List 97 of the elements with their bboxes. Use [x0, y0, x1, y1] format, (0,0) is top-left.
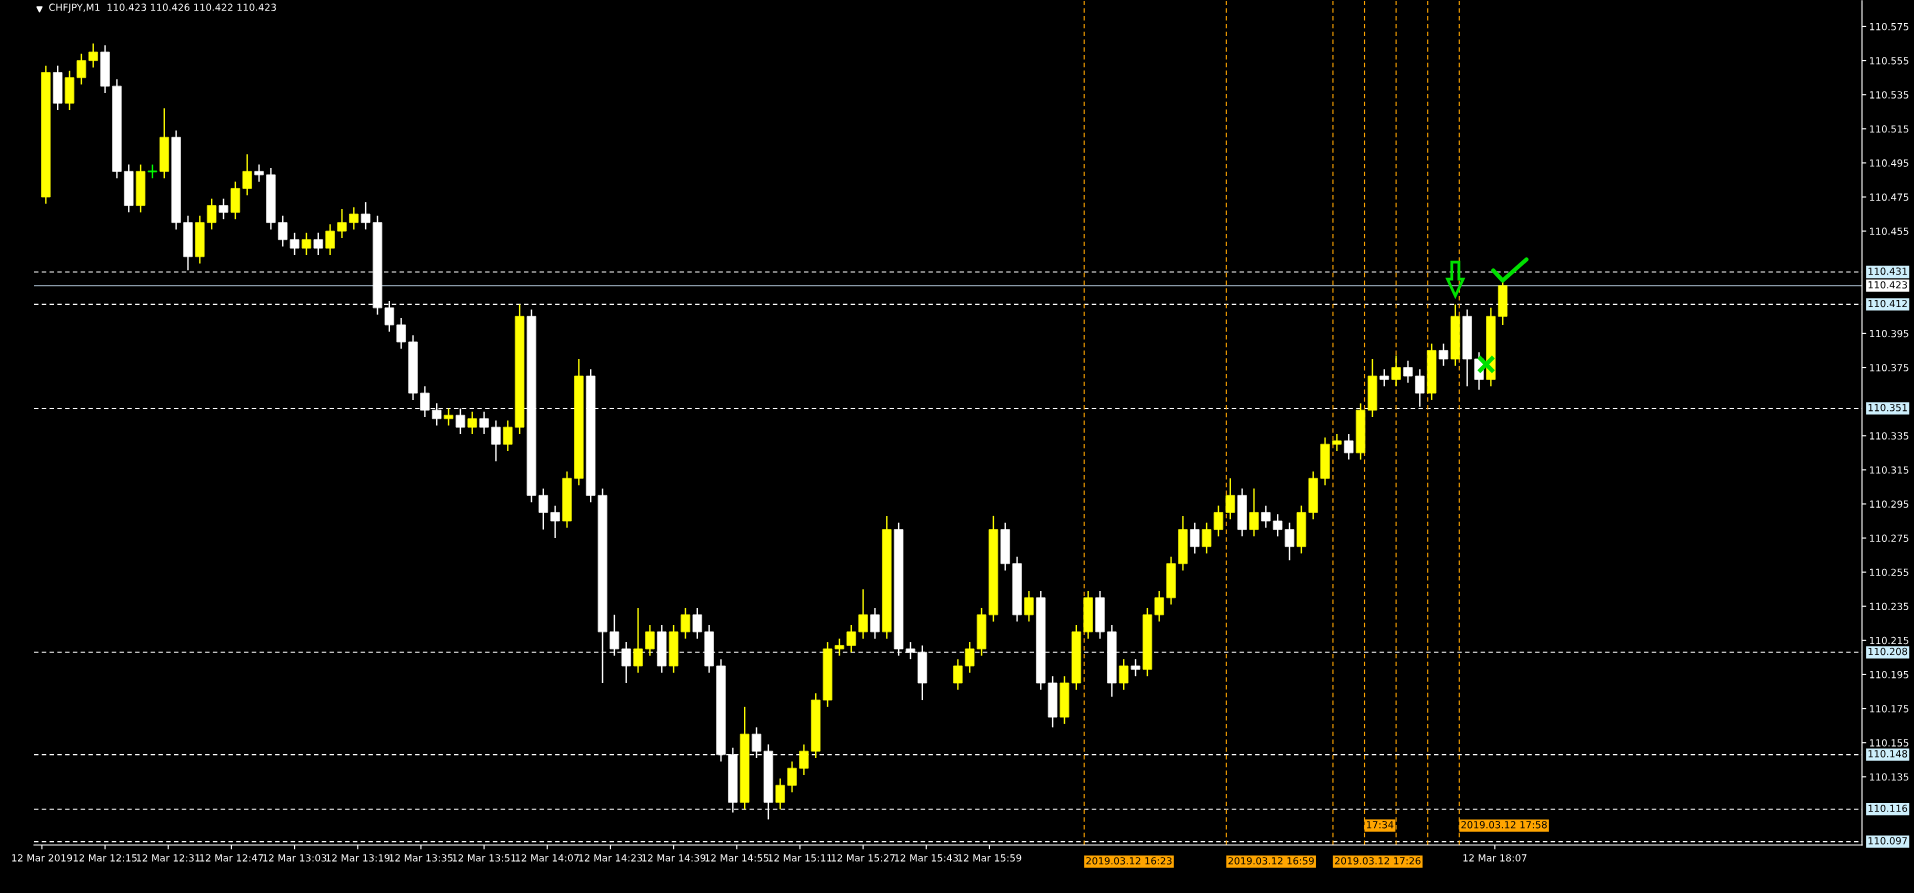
- candlestick: [230, 180, 241, 220]
- candlestick: [858, 588, 868, 640]
- candlestick: [633, 607, 643, 674]
- candlestick: [349, 206, 359, 231]
- candlestick: [846, 624, 856, 653]
- ref-line-label: 110.431: [1868, 267, 1907, 275]
- ref-line-label: 2019.03.12 16:59: [1228, 857, 1314, 865]
- chart-title: CHFJPY,M1 110.423 110.426 110.422 110.423: [49, 3, 276, 13]
- candlestick: [313, 232, 323, 256]
- candlestick: [1272, 513, 1283, 538]
- candlestick: [206, 198, 217, 231]
- y-tick-label: 110.335: [1870, 432, 1909, 440]
- ref-line-label: 2019.03.12 17:26: [1335, 857, 1421, 865]
- y-tick-label: 110.455: [1870, 227, 1909, 235]
- y-tick-label: 110.135: [1870, 773, 1909, 781]
- candlestick: [550, 504, 560, 539]
- candlestick: [1332, 433, 1342, 452]
- candlestick: [503, 419, 513, 452]
- x-tick-label: 12 Mar 14:07: [515, 854, 579, 862]
- candlestick: [301, 232, 312, 256]
- x-tick-label: 12 Mar 2019: [12, 854, 73, 862]
- x-tick-label: 12 Mar 12:15: [73, 854, 137, 862]
- x-tick-label: 12 Mar 13:03: [263, 854, 327, 862]
- candlestick: [396, 317, 406, 350]
- y-tick-label: 110.315: [1870, 466, 1909, 474]
- candlestick: [1225, 477, 1235, 520]
- candlestick: [218, 198, 229, 220]
- x-tick-label: 12 Mar 15:59: [958, 854, 1022, 862]
- candlestick: [1024, 590, 1034, 623]
- ref-line-label: 110.208: [1868, 647, 1908, 656]
- candlestick: [787, 760, 797, 793]
- y-tick-label: 110.215: [1870, 636, 1909, 645]
- ref-line-label: 110.423: [1868, 281, 1907, 289]
- y-tick-label: 110.275: [1870, 534, 1909, 542]
- ref-line-label: 110.351: [1868, 403, 1907, 412]
- candlestick: [1249, 487, 1259, 538]
- candlestick: [799, 743, 809, 776]
- ref-line-label: 110.116: [1868, 804, 1908, 813]
- candlestick: [1190, 522, 1200, 555]
- y-tick-label: 110.575: [1870, 22, 1909, 31]
- y-tick-label: 110.475: [1870, 193, 1909, 201]
- candlestick: [242, 153, 252, 196]
- x-tick-label: 12 Mar 13:19: [326, 854, 390, 862]
- candlestick: [491, 419, 501, 463]
- ref-line-label: 110.097: [1868, 837, 1907, 845]
- x-tick-label: 12 Mar 13:51: [452, 854, 516, 862]
- x-tick-label: 12 Mar 14:55: [705, 854, 769, 862]
- candlestick: [775, 777, 785, 810]
- y-tick-label: 110.295: [1870, 500, 1909, 508]
- candlestick: [479, 411, 489, 435]
- x-tick-label: 12 Mar 12:47: [200, 854, 264, 862]
- candlestick: [1391, 354, 1401, 387]
- ref-line-label: 110.412: [1868, 299, 1907, 308]
- candlestick: [953, 658, 963, 691]
- candlestick: [645, 624, 655, 657]
- candlestick: [1438, 342, 1449, 367]
- ref-line-label: 2019.03.12 17:58: [1461, 821, 1547, 829]
- candlestick: [1119, 658, 1129, 691]
- ref-line-label: 110.148: [1868, 750, 1908, 758]
- y-tick-label: 110.235: [1870, 602, 1909, 611]
- x-tick-label: 12 Mar 15:11: [768, 854, 832, 862]
- y-tick-label: 110.175: [1870, 705, 1909, 713]
- candlestick: [870, 607, 880, 640]
- y-tick-label: 110.375: [1870, 364, 1909, 372]
- candlestick: [1154, 590, 1164, 623]
- candlestick: [1403, 360, 1413, 384]
- x-tick-label: 12 Mar 14:39: [642, 854, 706, 862]
- candlestick: [420, 385, 430, 418]
- x-tick-label: 12 Mar 12:31: [136, 854, 200, 862]
- x-tick-label: 12 Mar 15:27: [831, 854, 895, 862]
- ref-line-label: 17:34: [1366, 821, 1394, 829]
- candlestick: [1261, 504, 1271, 529]
- y-tick-label: 110.255: [1870, 568, 1909, 576]
- x-tick-label: 12 Mar 15:43: [894, 854, 958, 862]
- candlestick: [289, 232, 300, 256]
- y-tick-label: 110.155: [1870, 739, 1909, 747]
- candlestick: [278, 215, 288, 248]
- candlestick: [88, 42, 98, 69]
- candlestick: [1344, 433, 1354, 461]
- candlestick: [325, 223, 335, 256]
- candlestick: [538, 487, 549, 531]
- candlestick: [1284, 522, 1295, 561]
- y-tick-label: 110.555: [1870, 57, 1909, 65]
- candlestick: [254, 163, 264, 183]
- candlestick: [467, 411, 477, 435]
- candlestick: [965, 641, 975, 674]
- y-tick-label: 110.195: [1870, 670, 1909, 679]
- candlestick: [337, 208, 347, 239]
- ref-line-label: 2019.03.12 16:23: [1086, 857, 1172, 865]
- x-tick-label: 12 Mar 13:35: [389, 854, 453, 862]
- y-tick-label: 110.395: [1870, 329, 1909, 338]
- x-tick-label: 12 Mar 14:23: [579, 854, 643, 862]
- y-tick-label: 110.495: [1870, 159, 1909, 167]
- candlestick: [692, 607, 702, 640]
- y-tick-label: 110.535: [1870, 91, 1909, 99]
- y-tick-label: 110.515: [1870, 125, 1909, 133]
- x-tick-label: 12 Mar 18:07: [1463, 854, 1527, 862]
